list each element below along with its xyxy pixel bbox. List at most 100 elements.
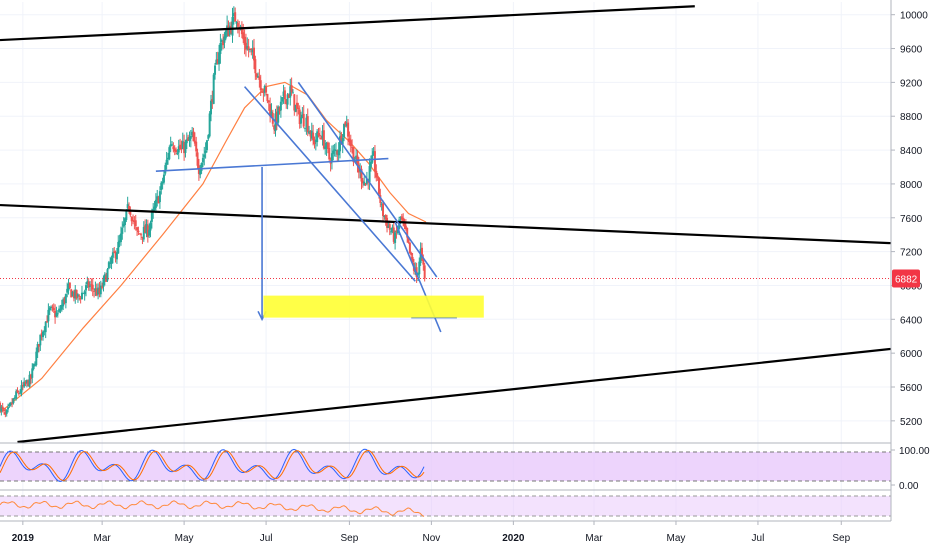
candle-body bbox=[204, 150, 207, 154]
candle-body bbox=[192, 131, 195, 142]
candle-body bbox=[132, 220, 135, 222]
candle-body bbox=[123, 218, 126, 225]
candle-body bbox=[148, 229, 151, 236]
candle-body bbox=[339, 136, 342, 152]
candle-body bbox=[416, 273, 419, 276]
chart-drawings bbox=[0, 5, 892, 444]
price-tick-label: 8800 bbox=[900, 112, 923, 123]
candle-body bbox=[103, 274, 106, 280]
candle-body bbox=[255, 73, 258, 77]
candle-body bbox=[232, 13, 235, 17]
candle-body bbox=[304, 127, 307, 129]
candle-body bbox=[305, 117, 308, 128]
candle-body bbox=[157, 197, 160, 204]
candle-body bbox=[320, 137, 323, 140]
candle-body bbox=[158, 191, 161, 203]
candle-body bbox=[21, 385, 24, 387]
candle-body bbox=[403, 223, 406, 227]
oscillator-1-band bbox=[0, 452, 891, 481]
price-tick-label: 7200 bbox=[900, 248, 923, 259]
candle-body bbox=[97, 287, 100, 295]
candle-body bbox=[231, 17, 234, 36]
candle-body bbox=[162, 174, 165, 183]
candle-body bbox=[269, 104, 272, 117]
candle-body bbox=[365, 178, 368, 184]
candle-body bbox=[107, 262, 110, 269]
candle-body bbox=[25, 380, 28, 383]
time-tick-label: Sep bbox=[832, 533, 850, 544]
trendline-drawing bbox=[0, 5, 695, 42]
candle-body bbox=[12, 398, 15, 404]
candle-body bbox=[267, 100, 270, 103]
candle-body bbox=[60, 304, 63, 310]
price-tick-label: 7600 bbox=[900, 214, 923, 225]
candle-body bbox=[85, 285, 88, 291]
candle-body bbox=[33, 365, 36, 367]
candle-body bbox=[140, 234, 143, 236]
time-tick-label: 2019 bbox=[12, 533, 35, 544]
candle-body bbox=[224, 30, 227, 39]
candle-body bbox=[9, 402, 12, 406]
candle-body bbox=[324, 146, 327, 150]
candle-body bbox=[50, 306, 53, 308]
candle-body bbox=[390, 231, 393, 233]
candle-body bbox=[78, 295, 81, 297]
candle-body bbox=[102, 277, 105, 287]
candle-body bbox=[261, 91, 264, 93]
candle-body bbox=[11, 403, 14, 405]
candle-body bbox=[106, 269, 109, 281]
candle-body bbox=[423, 265, 426, 279]
candle-body bbox=[310, 130, 313, 139]
candle-body bbox=[156, 196, 159, 200]
candle-body bbox=[153, 206, 156, 210]
candle-body bbox=[287, 94, 290, 98]
candle-body bbox=[175, 149, 178, 153]
candle-body bbox=[4, 412, 7, 415]
candle-body bbox=[183, 141, 186, 154]
candle-body bbox=[273, 125, 276, 130]
candle-body bbox=[373, 151, 376, 172]
candle-body bbox=[184, 141, 187, 153]
oscillator-1-d-line bbox=[0, 449, 425, 481]
candle-body bbox=[15, 391, 18, 399]
time-tick-label: Mar bbox=[94, 533, 112, 544]
candle-body bbox=[114, 252, 117, 259]
candle-body bbox=[406, 227, 409, 238]
candle-body bbox=[293, 94, 296, 111]
osc-tick-label: 100.00 bbox=[899, 446, 930, 457]
candle-body bbox=[199, 169, 202, 175]
candle-body bbox=[176, 152, 179, 154]
candle-body bbox=[259, 80, 262, 91]
candle-body bbox=[282, 91, 285, 97]
candle-body bbox=[168, 147, 171, 160]
candle-body bbox=[411, 256, 414, 263]
candle-body bbox=[250, 48, 253, 50]
candle-body bbox=[7, 407, 10, 410]
candle-body bbox=[294, 104, 297, 112]
candle-body bbox=[48, 307, 51, 311]
candle-body bbox=[347, 122, 350, 137]
candle-body bbox=[215, 59, 218, 65]
candle-body bbox=[172, 146, 175, 150]
time-tick-label: 2020 bbox=[502, 533, 525, 544]
candle-body bbox=[115, 252, 118, 260]
candle-body bbox=[400, 216, 403, 220]
candle-body bbox=[134, 220, 137, 226]
candle-body bbox=[246, 46, 249, 49]
candle-body bbox=[220, 40, 223, 42]
candle-body bbox=[377, 177, 380, 195]
candle-body bbox=[86, 281, 89, 285]
candle-body bbox=[146, 225, 149, 237]
candle-body bbox=[296, 102, 298, 109]
candle-body bbox=[36, 344, 39, 353]
candle-body bbox=[51, 306, 54, 308]
candle-body bbox=[372, 151, 375, 156]
candle-body bbox=[257, 76, 260, 78]
candle-body bbox=[382, 203, 385, 217]
candle-body bbox=[321, 130, 324, 139]
candle-body bbox=[291, 92, 294, 94]
price-tick-label: 6000 bbox=[900, 349, 923, 360]
candle-body bbox=[54, 310, 57, 318]
